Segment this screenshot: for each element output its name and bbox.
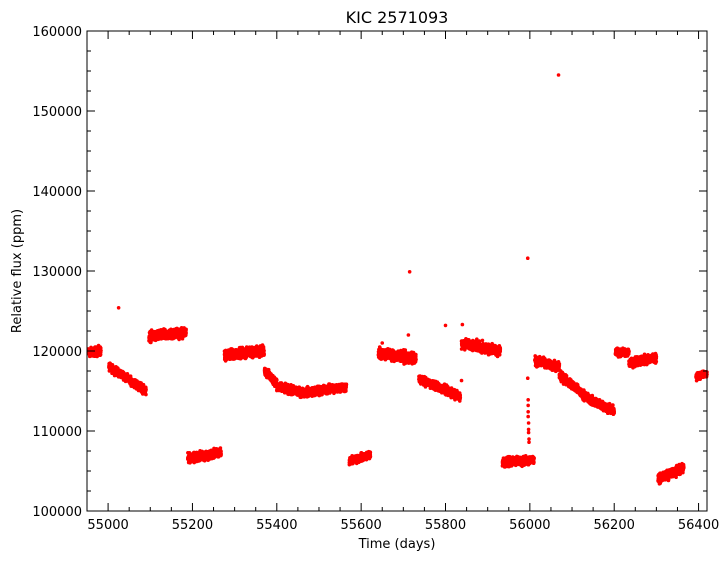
data-point <box>262 352 266 356</box>
plot-points <box>86 73 709 486</box>
data-point <box>144 387 148 392</box>
data-point <box>262 348 266 353</box>
data-point <box>414 357 418 362</box>
data-point <box>98 352 103 357</box>
data-point <box>184 327 188 332</box>
data-point <box>275 378 279 382</box>
data-point <box>219 452 223 456</box>
data-point <box>368 454 373 459</box>
data-point <box>144 392 148 397</box>
chart-title: KIC 2571093 <box>346 8 449 27</box>
data-point <box>414 352 418 357</box>
data-point <box>344 389 348 393</box>
data-point <box>344 382 349 387</box>
data-point <box>99 348 103 353</box>
data-point <box>184 331 188 335</box>
data-point <box>458 395 463 400</box>
data-point <box>368 450 373 455</box>
